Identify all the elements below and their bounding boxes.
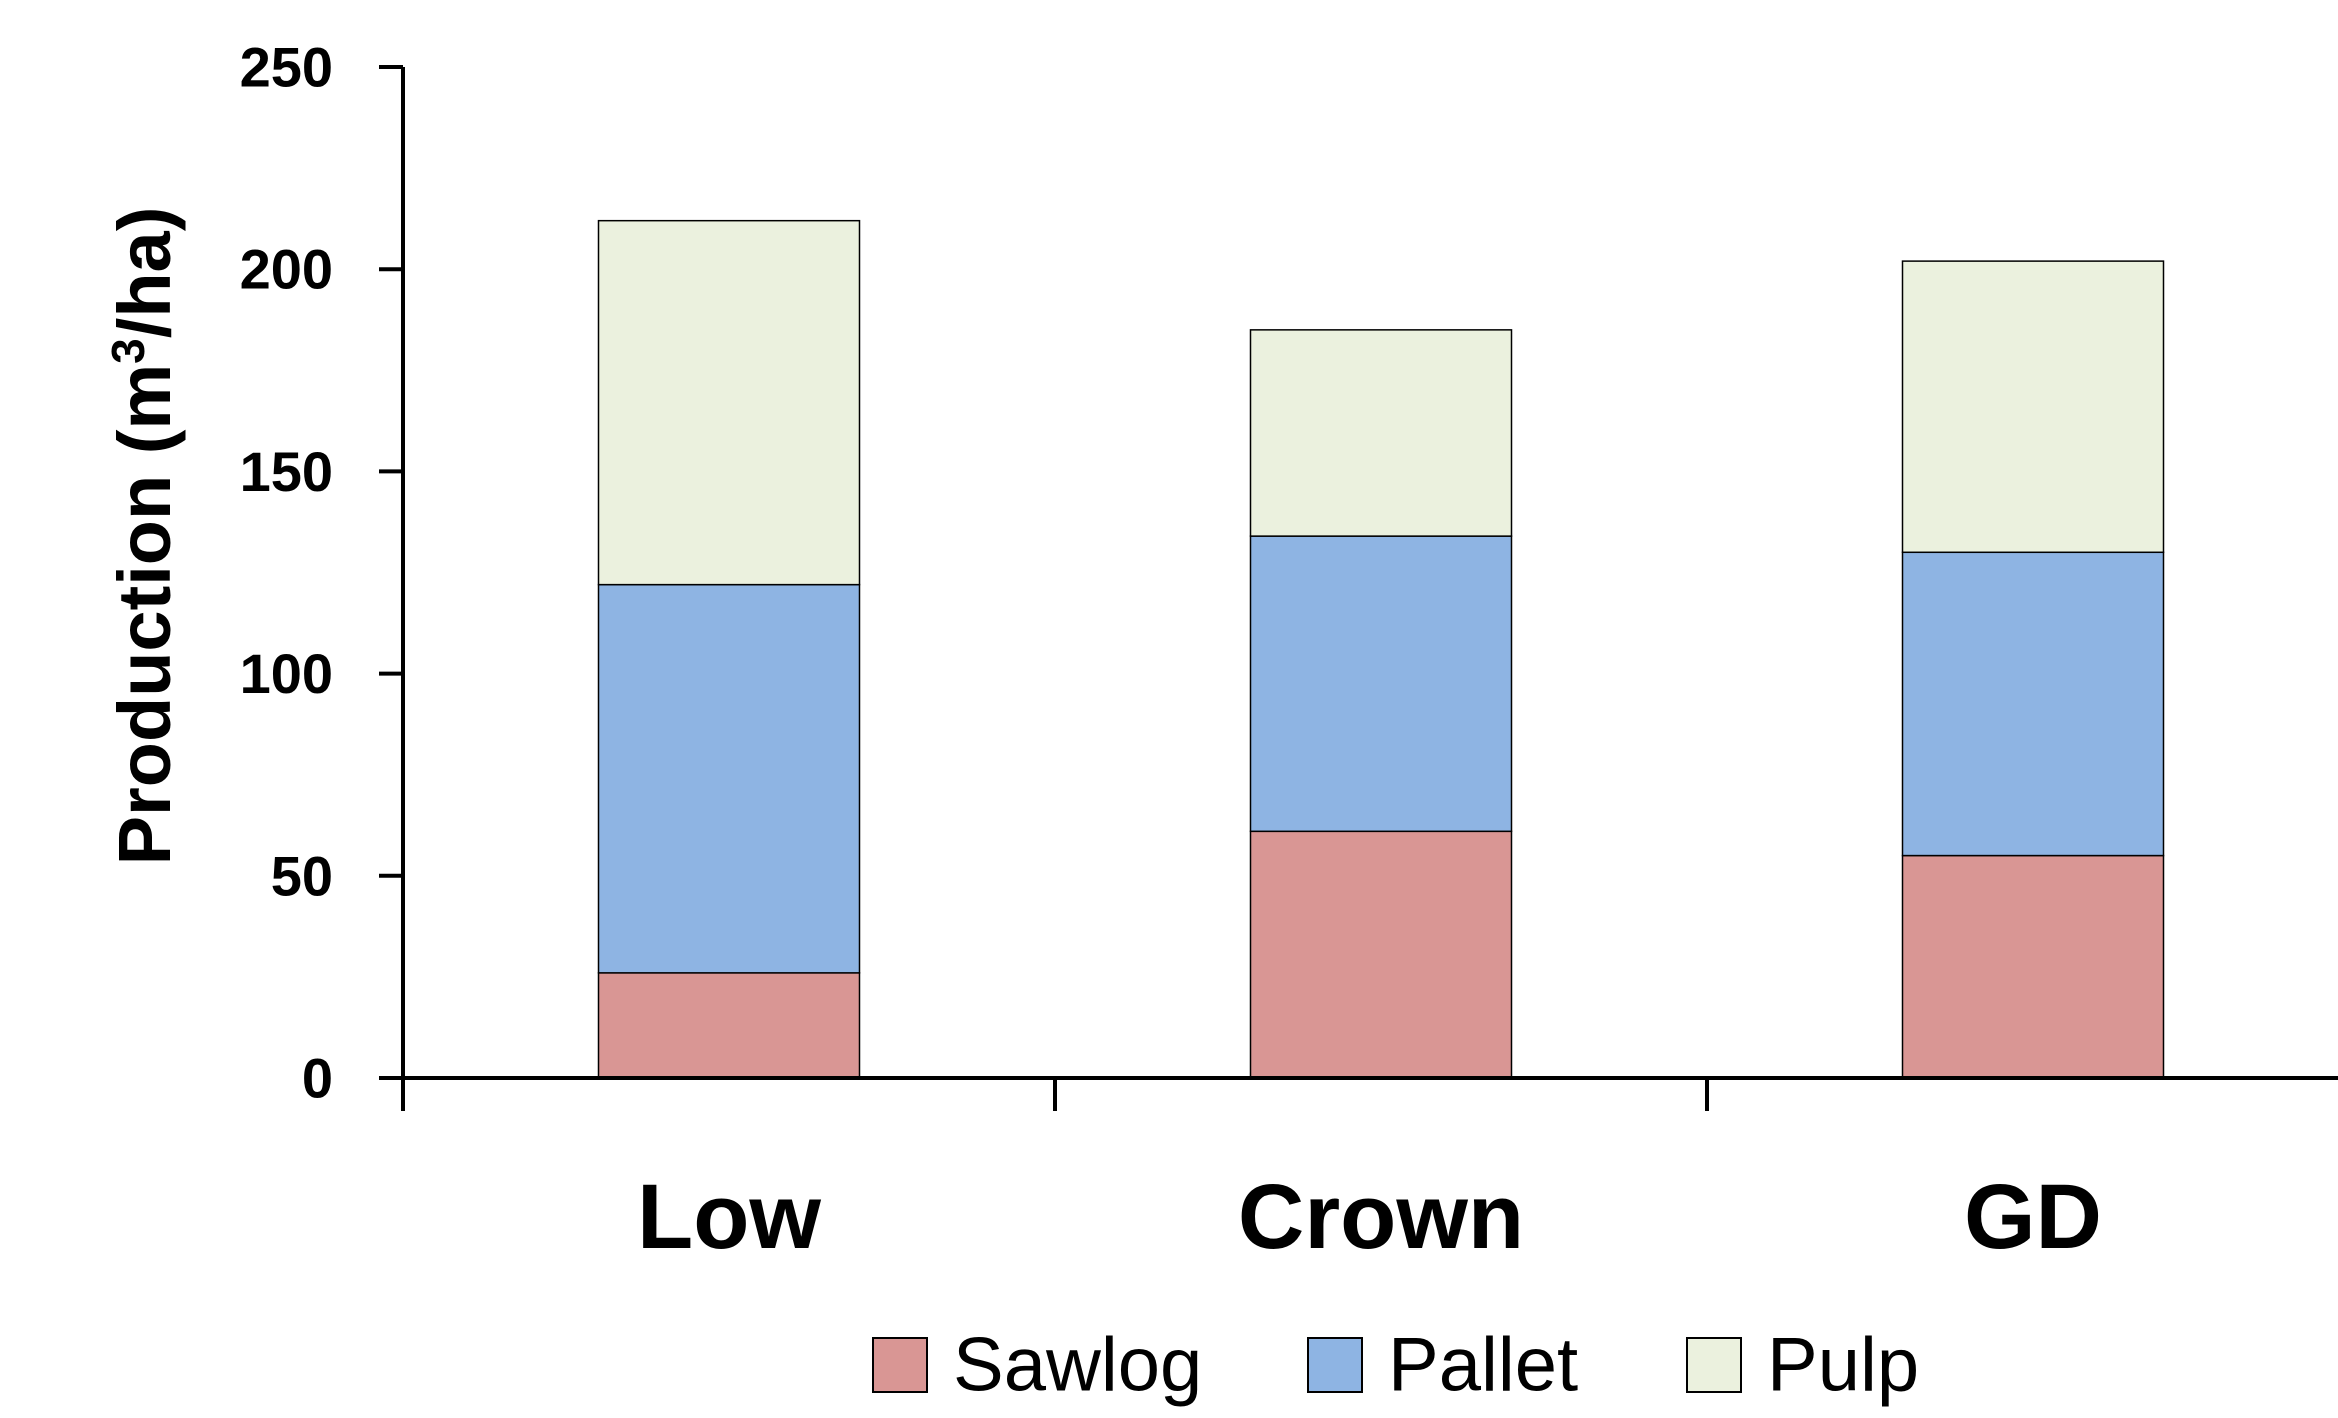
- bar-pallet-crown: [1249, 535, 1513, 833]
- bar-pulp-crown: [1249, 329, 1513, 537]
- y-tick-label: 100: [240, 642, 333, 705]
- bar-pallet-low: [597, 583, 861, 974]
- x-category-label: Low: [637, 1166, 821, 1268]
- y-axis-title-superscript: 3: [102, 338, 154, 364]
- y-axis-title: Production (m3/ha): [102, 207, 186, 866]
- bars-layer: [597, 219, 2165, 1079]
- y-tick-label: 200: [240, 238, 333, 301]
- legend-label-pulp: Pulp: [1767, 1323, 1919, 1408]
- y-axis-title-tail: /ha): [103, 207, 186, 339]
- bar-pulp-gd: [1901, 260, 2165, 554]
- x-category-label: GD: [1964, 1166, 2102, 1268]
- y-tick-label: 250: [240, 36, 333, 99]
- legend-swatch-pallet: [1307, 1337, 1363, 1393]
- y-axis-title-main: Production (m: [103, 364, 186, 866]
- labels-layer: 0 50 100 150 200 250 Low Crown GD Production (m3/…: [102, 36, 2102, 1269]
- bar-pulp-low: [597, 219, 861, 586]
- x-category-label: Crown: [1238, 1166, 1524, 1268]
- y-tick-label: 50: [271, 844, 333, 907]
- legend-swatch-pulp: [1686, 1337, 1742, 1393]
- bar-sawlog-crown: [1249, 830, 1513, 1079]
- legend-label-pallet: Pallet: [1388, 1323, 1578, 1408]
- y-tick-label: 0: [302, 1047, 333, 1110]
- legend: Sawlog Pallet Pulp: [872, 1323, 1919, 1408]
- axes-layer: [379, 65, 2338, 1111]
- bar-sawlog-low: [597, 972, 861, 1079]
- y-tick-label: 150: [240, 440, 333, 503]
- legend-swatch-sawlog: [872, 1337, 928, 1393]
- bar-sawlog-gd: [1901, 854, 2165, 1079]
- bar-pallet-gd: [1901, 551, 2165, 857]
- legend-label-sawlog: Sawlog: [953, 1323, 1202, 1408]
